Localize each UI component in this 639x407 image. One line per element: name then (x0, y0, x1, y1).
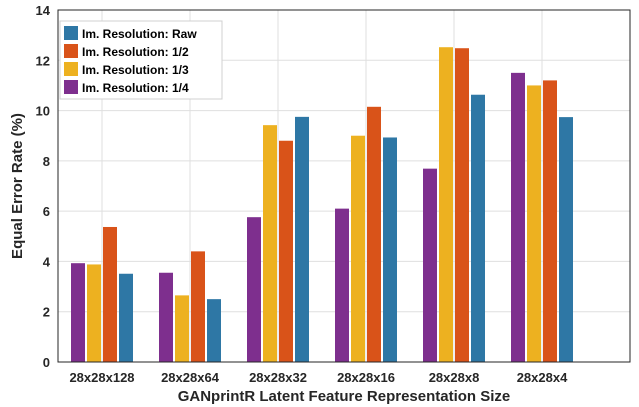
bar (439, 47, 453, 363)
x-tick-label: 28x28x16 (337, 370, 395, 385)
bar (543, 80, 557, 363)
bar (247, 217, 261, 362)
legend-swatch (64, 44, 78, 58)
bars (71, 47, 573, 363)
bar (191, 251, 205, 362)
bar (367, 106, 381, 362)
bar (103, 226, 117, 362)
y-tick-label: 12 (36, 53, 50, 68)
bar (423, 168, 437, 362)
bar (71, 263, 85, 362)
bar (351, 135, 365, 362)
bar (279, 140, 293, 362)
x-tick-label: 28x28x32 (249, 370, 307, 385)
legend-swatch (64, 26, 78, 40)
bar (335, 208, 349, 362)
y-tick-label: 4 (43, 254, 51, 269)
legend: Im. Resolution: Raw Im. Resolution: 1/2 Im… (59, 20, 223, 100)
y-axis-ticks: 0 2 4 6 8 10 12 14 (36, 3, 51, 370)
x-axis-ticks: 28x28x128 28x28x64 28x28x32 28x28x16 28x28x8… (69, 370, 568, 385)
x-tick-label: 28x28x128 (69, 370, 134, 385)
y-tick-label: 0 (43, 355, 50, 370)
x-tick-label: 28x28x4 (517, 370, 568, 385)
y-tick-label: 10 (36, 104, 50, 119)
y-axis-title: Equal Error Rate (%) (9, 113, 26, 259)
bar (87, 264, 101, 362)
x-tick-label: 28x28x64 (161, 370, 220, 385)
y-tick-label: 6 (43, 204, 50, 219)
bar (527, 85, 541, 362)
y-tick-label: 14 (36, 3, 51, 18)
y-tick-label: 8 (43, 154, 50, 169)
bar (455, 48, 469, 363)
bar (159, 272, 173, 362)
bar (175, 295, 189, 362)
legend-label: Im. Resolution: 1/4 (82, 81, 189, 95)
bar (383, 137, 397, 362)
legend-label: Im. Resolution: Raw (82, 27, 197, 41)
legend-swatch (64, 62, 78, 76)
x-axis-title: GANprintR Latent Feature Representation … (178, 388, 511, 405)
bar (295, 116, 309, 362)
bar (207, 299, 221, 362)
bar (559, 117, 573, 362)
legend-box (59, 20, 223, 100)
bar (119, 273, 133, 362)
legend-label: Im. Resolution: 1/2 (82, 45, 189, 59)
legend-label: Im. Resolution: 1/3 (82, 63, 189, 77)
plot-border (57, 9, 631, 363)
bar (471, 94, 485, 362)
bar (511, 72, 525, 362)
bar (263, 125, 277, 362)
x-tick-label: 28x28x8 (429, 370, 480, 385)
y-tick-label: 2 (43, 305, 50, 320)
legend-swatch (64, 80, 78, 94)
